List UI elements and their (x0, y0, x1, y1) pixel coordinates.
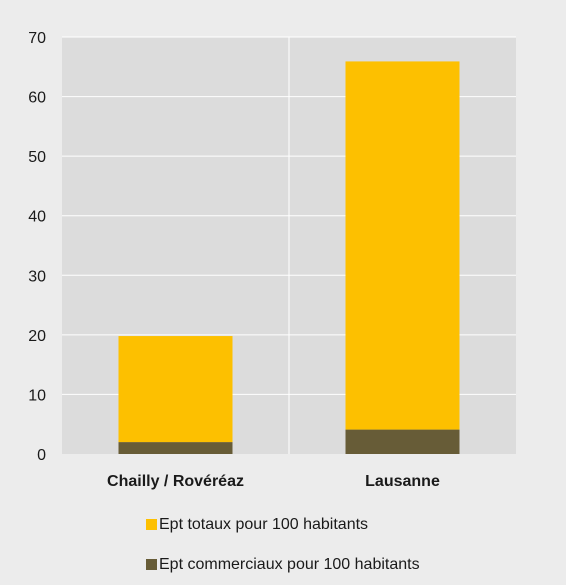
y-tick-label: 70 (28, 30, 46, 47)
bar-segment-totaux-0 (118, 336, 233, 443)
x-axis: Chailly / Rovéréaz Lausanne (107, 473, 440, 490)
y-tick-label: 50 (28, 149, 46, 166)
legend-swatch (146, 519, 157, 530)
bar-segment-commerciaux-0 (118, 442, 233, 454)
y-tick-label: 20 (28, 328, 46, 345)
legend: Ept totaux pour 100 habitants Ept commerc… (146, 516, 420, 573)
bars (118, 61, 460, 454)
x-category-label: Lausanne (365, 473, 440, 490)
legend-swatch (146, 559, 157, 570)
y-axis: 0 10 20 30 40 50 60 70 (28, 30, 46, 464)
bar-segment-totaux-1 (345, 61, 460, 430)
y-tick-label: 60 (28, 90, 46, 107)
bar-segment-commerciaux-1 (345, 429, 460, 454)
y-tick-label: 30 (28, 268, 46, 285)
y-tick-label: 10 (28, 387, 46, 404)
legend-label: Ept totaux pour 100 habitants (159, 516, 368, 533)
y-tick-label: 0 (37, 447, 46, 464)
y-tick-label: 40 (28, 209, 46, 226)
legend-label: Ept commerciaux pour 100 habitants (159, 556, 420, 573)
x-category-label: Chailly / Rovéréaz (107, 473, 244, 490)
